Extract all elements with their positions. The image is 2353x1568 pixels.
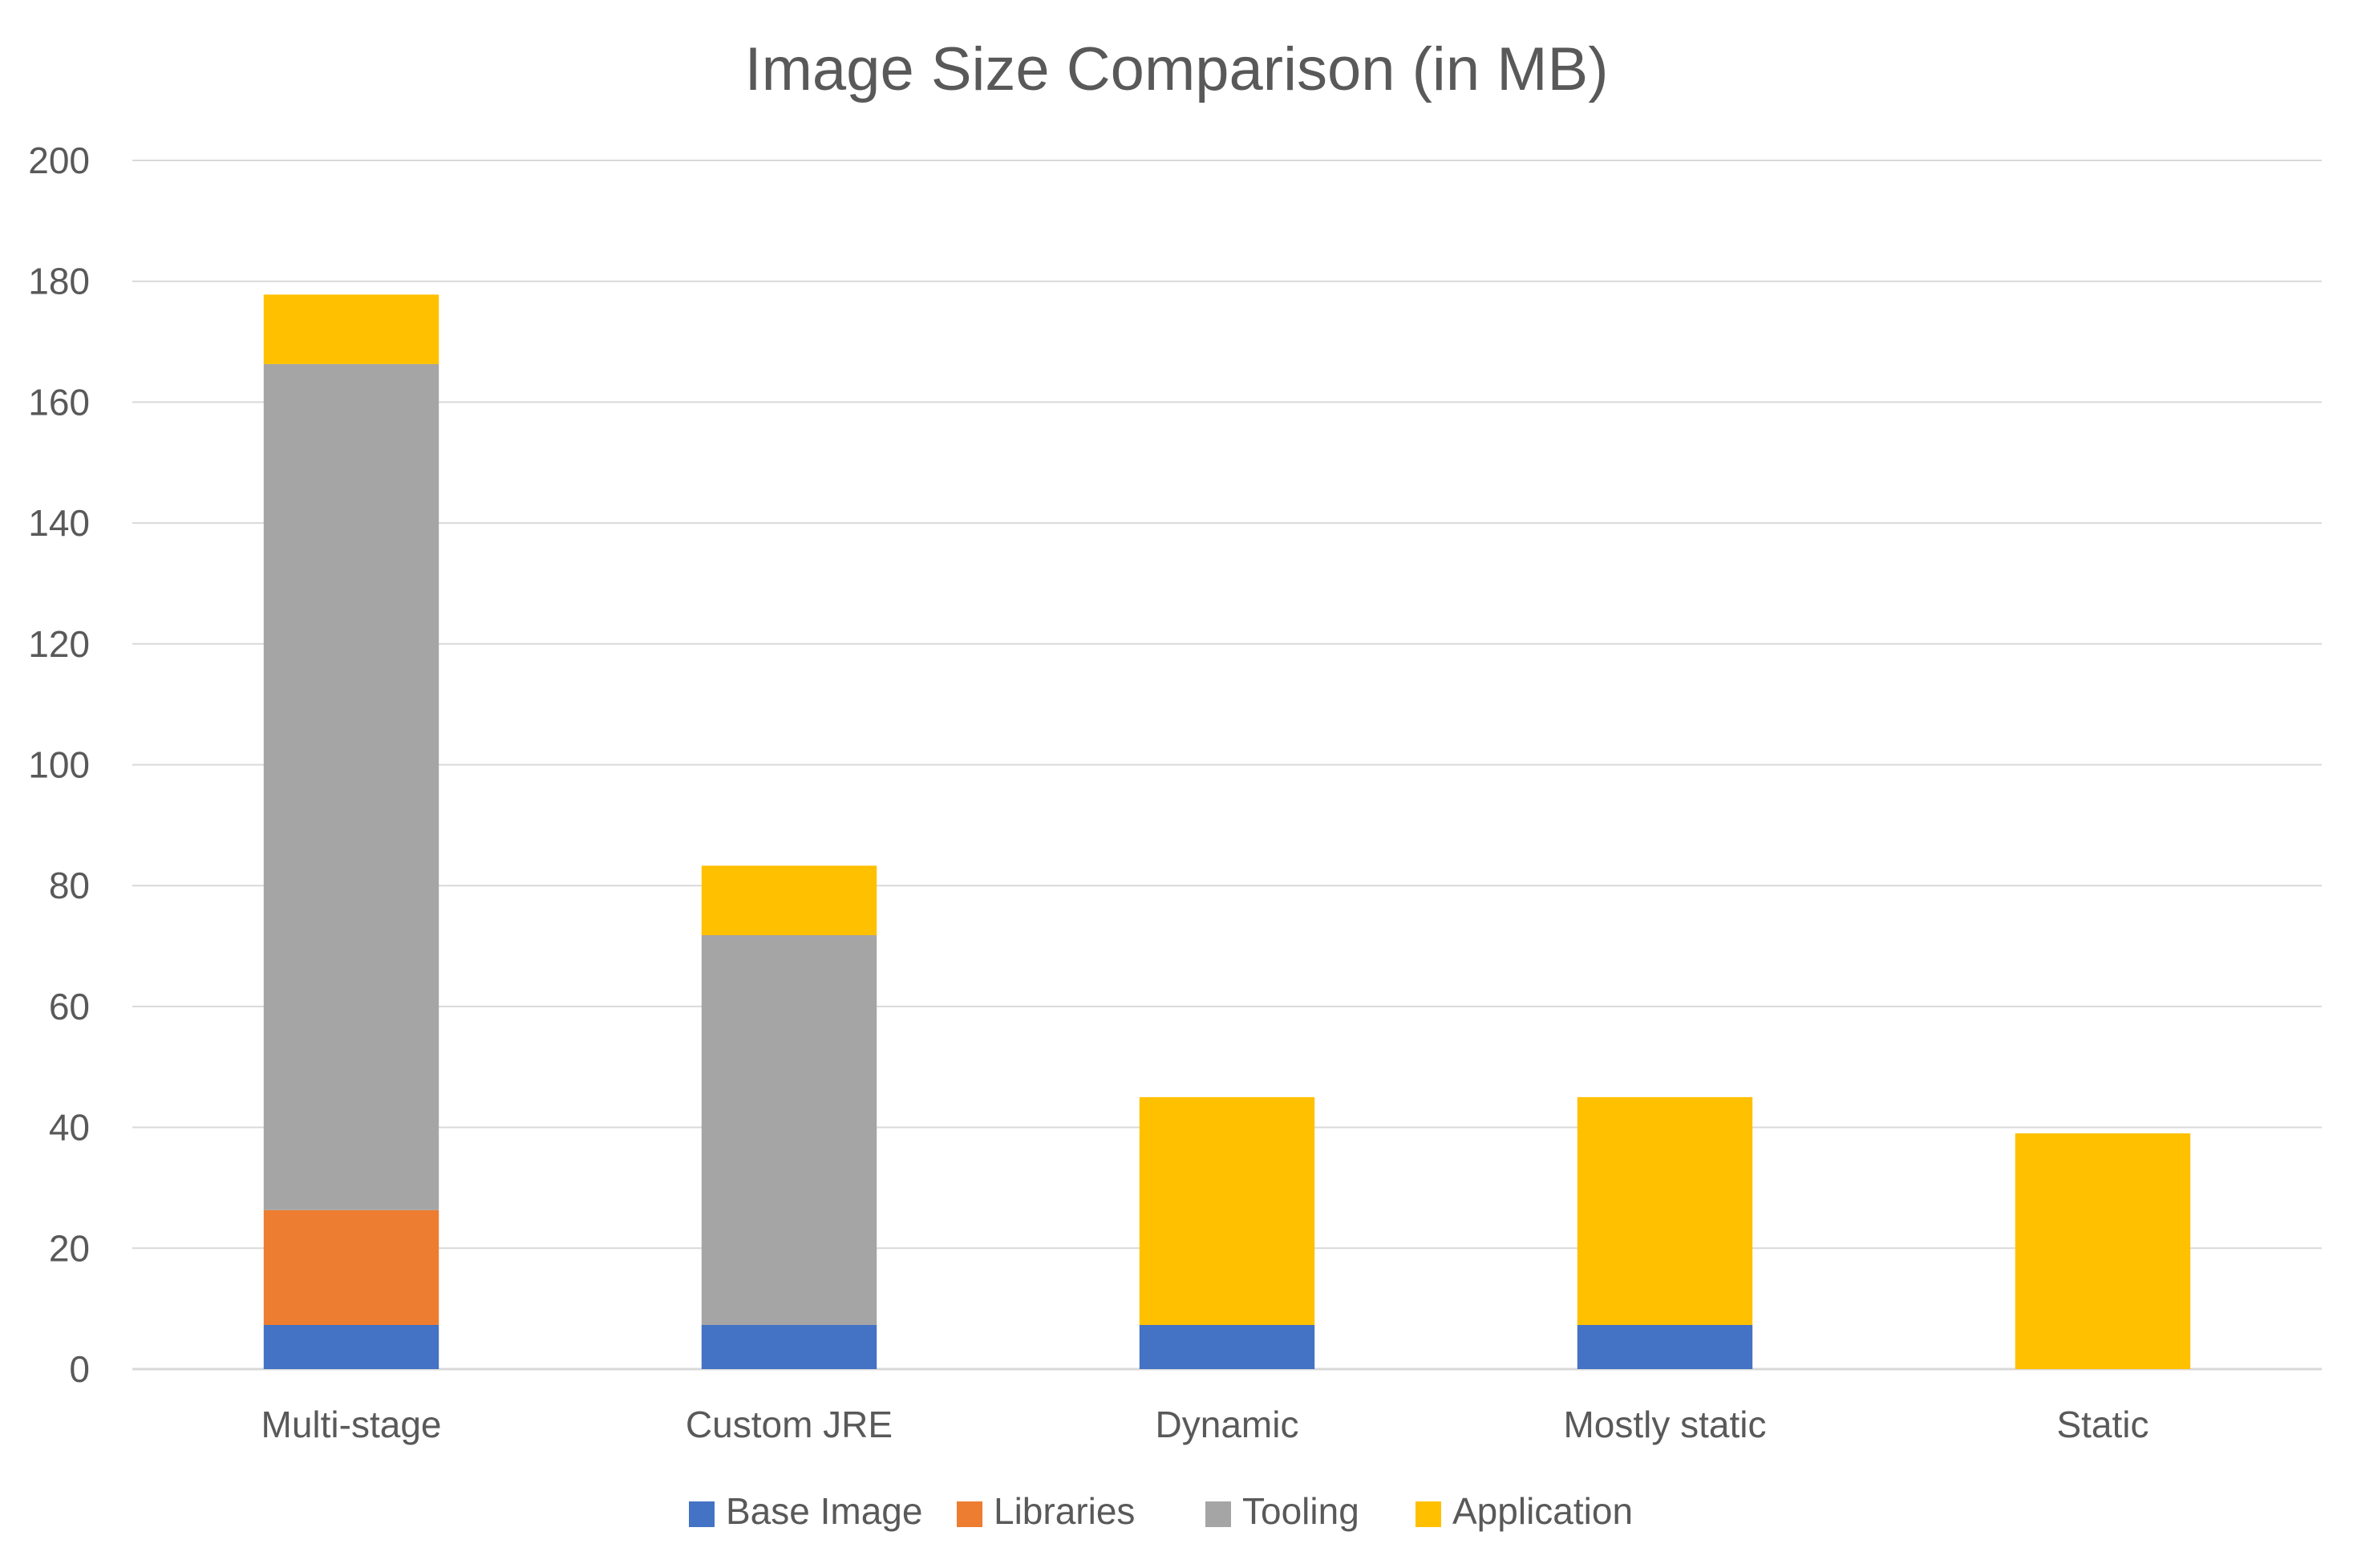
bar-segment-application: [701, 865, 877, 935]
y-axis-ticks: 0 20 40 60 80 100 120 140 160 180 200: [28, 140, 90, 1390]
legend: Base Image Libraries Tooling Application: [689, 1490, 1633, 1532]
legend-label: Application: [1452, 1490, 1633, 1532]
x-tick-label: Dynamic: [1156, 1404, 1299, 1445]
legend-label: Base Image: [726, 1490, 922, 1532]
chart-title: Image Size Comparison (in MB): [744, 35, 1608, 103]
y-tick-label: 0: [69, 1348, 90, 1390]
bar-segment-base-image: [1577, 1324, 1753, 1369]
x-axis-labels: Multi-stage Custom JRE Dynamic Mostly stati…: [261, 1404, 2149, 1445]
bars: [263, 294, 2191, 1369]
gridlines: [132, 160, 2322, 1371]
legend-label: Tooling: [1242, 1490, 1359, 1532]
x-tick-label: Mostly static: [1563, 1404, 1766, 1445]
x-tick-label: Multi-stage: [261, 1404, 442, 1445]
y-tick-label: 80: [49, 865, 90, 906]
y-tick-label: 20: [49, 1227, 90, 1269]
bar-segment-base-image: [263, 1324, 439, 1369]
legend-swatch: [1205, 1501, 1231, 1527]
bar-segment-tooling: [263, 363, 439, 1210]
x-tick-label: Static: [2056, 1404, 2148, 1445]
y-tick-label: 120: [28, 623, 90, 665]
bar-segment-application: [1577, 1096, 1753, 1325]
y-tick-label: 40: [49, 1107, 90, 1149]
x-tick-label: Custom JRE: [686, 1404, 893, 1445]
bar-segment-base-image: [1139, 1324, 1315, 1369]
legend-swatch: [689, 1501, 715, 1527]
y-tick-label: 60: [49, 986, 90, 1027]
bar-segment-application: [263, 294, 439, 364]
y-tick-label: 100: [28, 744, 90, 786]
legend-label: Libraries: [994, 1490, 1135, 1532]
bar-segment-base-image: [701, 1324, 877, 1369]
bar-segment-libraries: [263, 1209, 439, 1325]
y-tick-label: 160: [28, 381, 90, 423]
y-tick-label: 200: [28, 140, 90, 181]
y-tick-label: 140: [28, 502, 90, 544]
legend-swatch: [957, 1501, 982, 1527]
bar-segment-application: [1139, 1096, 1315, 1325]
y-tick-label: 180: [28, 261, 90, 302]
bar-segment-application: [2015, 1133, 2191, 1369]
legend-swatch: [1415, 1501, 1441, 1527]
bar-segment-tooling: [701, 934, 877, 1325]
